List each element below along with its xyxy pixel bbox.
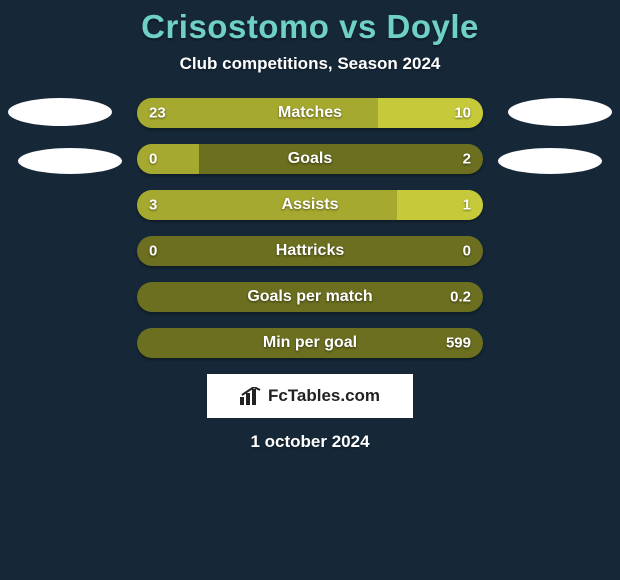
stat-right-value: 0.2 (450, 289, 471, 306)
stat-row: 0 2 Goals (137, 144, 483, 174)
stat-left-value: 3 (149, 197, 157, 214)
stat-left-value: 23 (149, 105, 166, 122)
stats-arena: 23 10 Matches 0 2 Goals 3 1 Assists 0 0 Hattricks 0.… (0, 98, 620, 358)
stat-right-value: 0 (463, 243, 471, 260)
player2-token-top (508, 98, 612, 126)
player1-token-bottom (18, 148, 122, 174)
subtitle: Club competitions, Season 2024 (0, 54, 620, 74)
date-label: 1 october 2024 (0, 432, 620, 452)
chart-icon (240, 387, 262, 405)
stat-left-fill (137, 190, 397, 220)
stat-row: 3 1 Assists (137, 190, 483, 220)
stat-bars: 23 10 Matches 0 2 Goals 3 1 Assists 0 0 Hattricks 0.… (137, 98, 483, 358)
stat-left-fill (137, 144, 199, 174)
stat-right-value: 10 (454, 105, 471, 122)
stat-label: Goals (288, 150, 332, 168)
comparison-card: Crisostomo vs Doyle Club competitions, S… (0, 0, 620, 580)
stat-label: Matches (278, 104, 342, 122)
stat-right-value: 2 (463, 151, 471, 168)
stat-label: Hattricks (276, 242, 344, 260)
brand-badge: FcTables.com (207, 374, 413, 418)
brand-text: FcTables.com (268, 386, 380, 406)
stat-row: 599 Min per goal (137, 328, 483, 358)
stat-right-value: 1 (463, 197, 471, 214)
stat-row: 0 0 Hattricks (137, 236, 483, 266)
stat-row: 23 10 Matches (137, 98, 483, 128)
player1-token-top (8, 98, 112, 126)
stat-left-value: 0 (149, 243, 157, 260)
stat-label: Min per goal (263, 334, 357, 352)
stat-row: 0.2 Goals per match (137, 282, 483, 312)
stat-label: Goals per match (247, 288, 372, 306)
stat-right-value: 599 (446, 335, 471, 352)
player2-token-bottom (498, 148, 602, 174)
stat-label: Assists (282, 196, 339, 214)
stat-left-value: 0 (149, 151, 157, 168)
page-title: Crisostomo vs Doyle (0, 8, 620, 46)
